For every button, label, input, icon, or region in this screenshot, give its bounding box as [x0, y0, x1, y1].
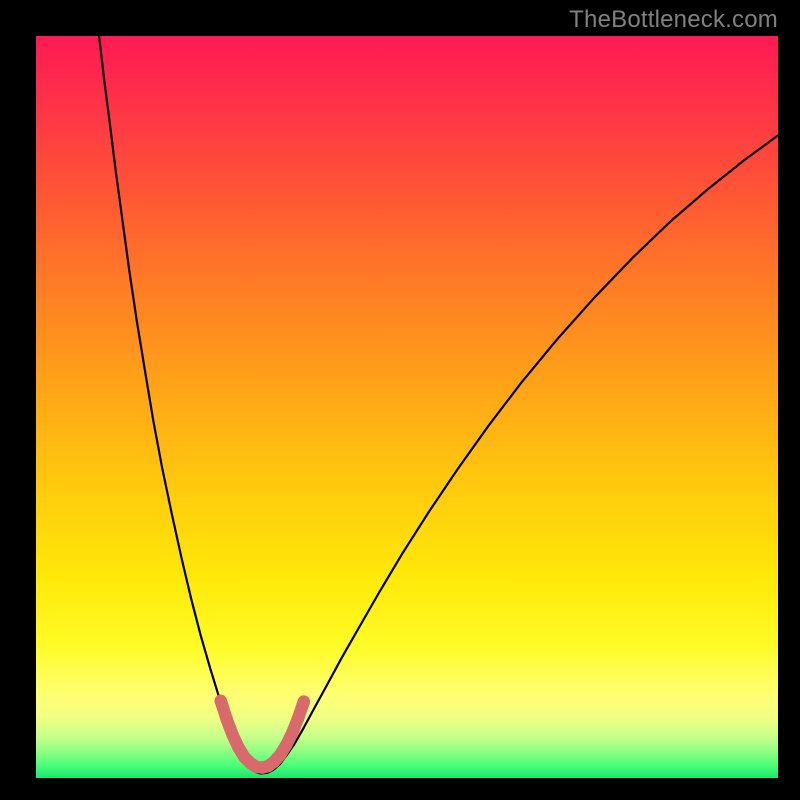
plot-svg [36, 36, 778, 778]
bottom-marker-dot [280, 739, 292, 751]
bottom-marker-dot [286, 727, 298, 739]
watermark-text: TheBottleneck.com [569, 6, 778, 34]
bottom-marker-dot [292, 712, 304, 724]
plot-background [36, 36, 778, 778]
bottom-marker-dot [220, 713, 232, 725]
bottom-marker-dot [226, 729, 238, 741]
bottom-marker-dot [298, 695, 310, 707]
bottom-marker-dot [215, 695, 227, 707]
plot-area [36, 36, 778, 778]
